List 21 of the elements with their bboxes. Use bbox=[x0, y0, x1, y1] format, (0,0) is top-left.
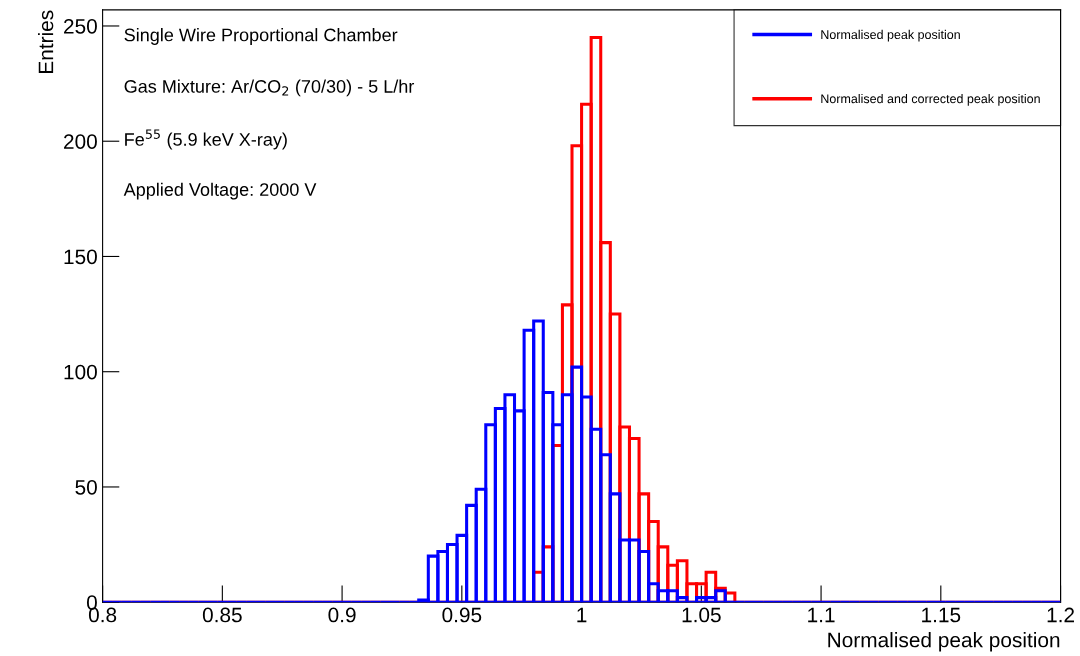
annotation: Gas Mixture: Ar/CO$_{2}$ (70/30) - 5 L/hr bbox=[124, 79, 415, 97]
x-axis-title: Normalised peak position bbox=[828, 632, 1060, 652]
x-tick-label: 0.85 bbox=[202, 607, 242, 623]
x-tick-label: 1.05 bbox=[682, 607, 721, 623]
annotation: Fe$^{55}$ (5.9 keV X-ray) bbox=[125, 129, 287, 150]
legend-label: Normalised and corrected peak position bbox=[821, 93, 1040, 106]
x-tick-label: 1.1 bbox=[808, 607, 835, 623]
x-tick-label: 0.95 bbox=[442, 607, 482, 623]
y-tick-label: 250 bbox=[64, 18, 97, 34]
x-tick-label: 0.9 bbox=[328, 607, 356, 623]
x-tick-label: 1.15 bbox=[922, 607, 961, 623]
y-tick-label: 200 bbox=[64, 134, 97, 149]
legend-label: Normalised peak position bbox=[821, 29, 960, 42]
y-tick-label: 50 bbox=[75, 479, 97, 495]
y-axis-title: Entries bbox=[38, 10, 54, 73]
x-tick-label: 1.2 bbox=[1047, 607, 1074, 623]
x-tick-label: 1 bbox=[577, 607, 587, 623]
y-tick-label: 150 bbox=[64, 249, 97, 265]
y-tick-label: 100 bbox=[64, 364, 97, 380]
annotation: Applied Voltage: 2000 V bbox=[123, 182, 317, 200]
annotation: Single Wire Proportional Chamber bbox=[124, 28, 398, 45]
